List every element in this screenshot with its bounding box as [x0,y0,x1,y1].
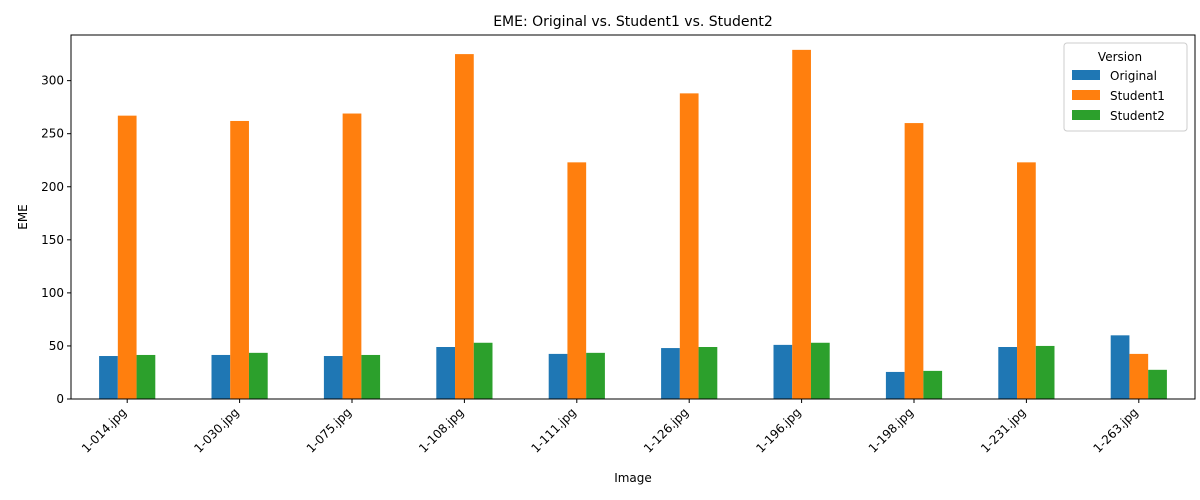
y-axis: 0 50 100 150 200 250 300 [41,74,71,406]
x-tick-label: 1-014.jpg [79,405,129,455]
bar-student2-1-198.jpg [923,370,943,399]
y-tick-label: 200 [41,180,64,194]
plot-frame [70,34,1196,400]
bar-student2-1-263.jpg [1148,369,1167,399]
bar-original-1-263.jpg [1110,335,1130,399]
bar-original-1-108.jpg [436,347,456,399]
y-axis-title: EME [16,204,30,230]
bars-group [99,49,1167,400]
legend-box [1063,42,1188,132]
legend-label-student1: Student1 [1110,89,1165,103]
bar-original-1-196.jpg [773,344,793,399]
chart-title: EME: Original vs. Student1 vs. Student2 [493,14,773,30]
bar-student2-1-196.jpg [810,342,830,399]
bar-student1-1-231.jpg [1017,162,1036,399]
legend-label-original: Original [1110,69,1157,83]
bar-student1-1-198.jpg [904,123,924,399]
bar-student1-1-014.jpg [117,115,137,400]
bar-original-1-126.jpg [661,348,680,399]
bar-student2-1-231.jpg [1035,345,1055,399]
bar-student2-1-126.jpg [698,347,718,399]
bar-student2-1-111.jpg [586,352,605,399]
legend-label-student2: Student2 [1110,109,1165,123]
x-tick-label: 1-231.jpg [978,405,1028,455]
y-tick-label: 150 [41,233,64,247]
x-axis-title: Image [614,471,652,485]
x-axis: 1-014.jpg 1-030.jpg 1-075.jpg 1-108.jpg 1-11… [79,399,1141,456]
x-tick-label: 1-126.jpg [641,405,691,455]
bar-student2-1-075.jpg [361,354,381,399]
bar-student1-1-030.jpg [230,120,249,400]
legend: Version Original Student1 Student2 [1063,42,1188,132]
bar-original-1-014.jpg [99,356,118,399]
y-tick-label: 50 [49,339,64,353]
bar-original-1-030.jpg [211,354,231,399]
x-tick-label: 1-263.jpg [1091,405,1141,455]
legend-title: Version [1098,50,1142,64]
bar-student2-1-108.jpg [473,342,493,399]
legend-items: Original Student1 Student2 [1072,69,1165,123]
bar-student2-1-030.jpg [248,352,268,399]
x-tick-label: 1-111.jpg [529,405,579,455]
x-tick-label: 1-198.jpg [866,405,916,455]
y-tick-label: 0 [56,392,64,406]
bar-original-1-198.jpg [885,371,905,399]
bar-student1-1-108.jpg [455,54,474,399]
bar-original-1-075.jpg [323,356,343,399]
y-tick-label: 250 [41,127,64,141]
bar-student1-1-111.jpg [567,162,587,399]
x-tick-label: 1-075.jpg [304,405,354,455]
x-tick-label: 1-030.jpg [191,405,241,455]
legend-swatch-student1 [1072,90,1100,100]
bar-student1-1-075.jpg [342,113,362,399]
bar-student1-1-126.jpg [679,93,699,400]
bar-student1-1-196.jpg [792,49,811,400]
legend-swatch-original [1072,70,1100,80]
bar-student2-1-014.jpg [136,354,156,399]
bar-original-1-231.jpg [998,347,1018,399]
x-tick-label: 1-196.jpg [753,405,803,455]
y-tick-label: 100 [41,286,64,300]
bar-student1-1-263.jpg [1129,353,1149,399]
x-tick-label: 1-108.jpg [416,405,466,455]
bar-original-1-111.jpg [548,353,568,399]
y-tick-label: 300 [41,74,64,88]
legend-swatch-student2 [1072,110,1100,120]
